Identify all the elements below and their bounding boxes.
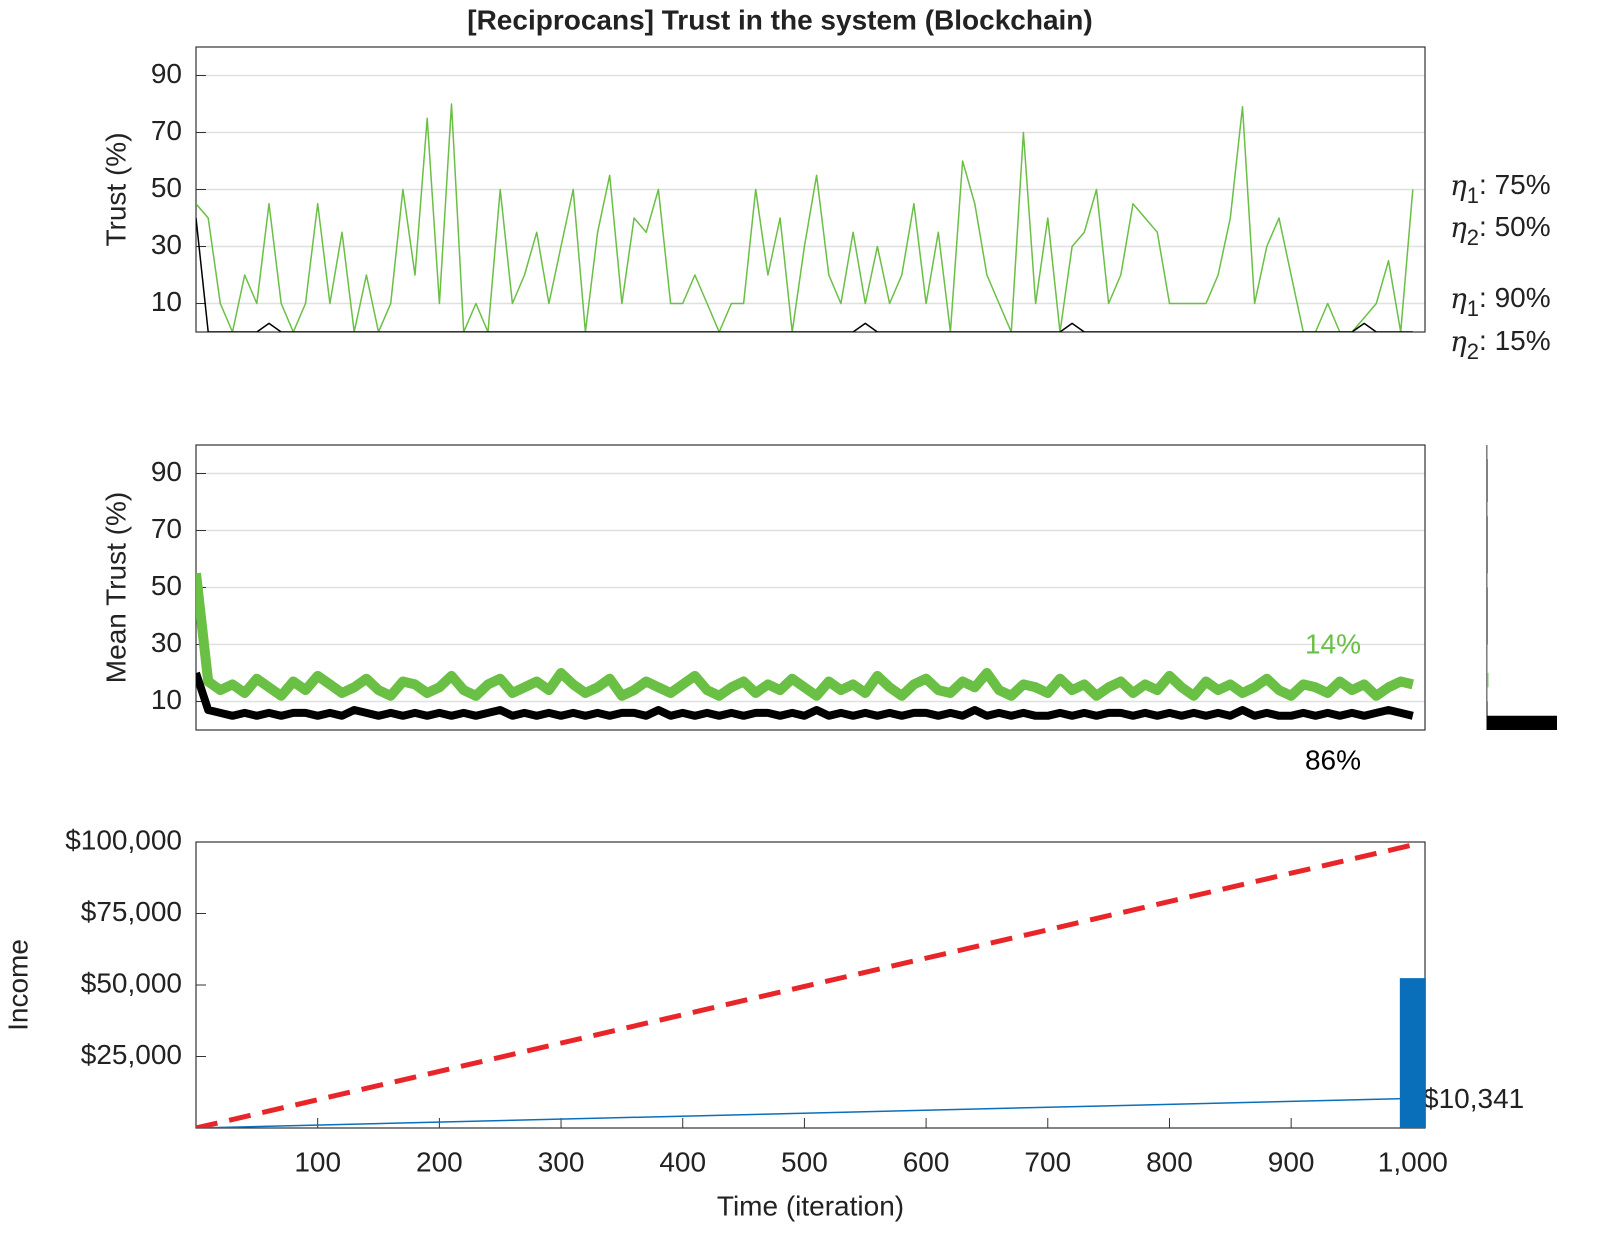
- line-series: [196, 671, 1414, 720]
- x-tick-label: 700: [1024, 1146, 1071, 1177]
- parameter-label: η1: 90%: [1450, 282, 1551, 321]
- parameter-value: : 75%: [1479, 169, 1551, 200]
- y-axis-label: Income: [2, 939, 33, 1031]
- y-tick-label: 10: [151, 286, 182, 317]
- line-series: [196, 103, 1414, 332]
- parameter-subscript: 1: [1467, 183, 1479, 208]
- line-series: [196, 842, 1414, 1128]
- y-tick-label: 50: [151, 570, 182, 601]
- y-tick-label: $75,000: [81, 896, 182, 927]
- parameter-subscript: 2: [1467, 339, 1479, 364]
- x-tick-label: 400: [659, 1146, 706, 1177]
- share-label: 14%: [1305, 628, 1361, 659]
- parameter-label: η2: 50%: [1450, 211, 1551, 250]
- histogram-bar: [1487, 502, 1488, 517]
- parameter-subscript: 2: [1467, 225, 1479, 250]
- x-axis-label: Time (iteration): [717, 1190, 904, 1221]
- y-tick-label: 70: [151, 513, 182, 544]
- x-tick-label: 500: [781, 1146, 828, 1177]
- histogram-bar: [1487, 644, 1488, 659]
- parameter-symbol: η: [1450, 169, 1467, 202]
- histogram-bar: [1487, 715, 1557, 730]
- histogram-bar: [1487, 445, 1488, 460]
- line-series: [196, 572, 1414, 701]
- histogram-bar: [1487, 673, 1489, 688]
- x-tick-label: 200: [416, 1146, 463, 1177]
- x-tick-label: 300: [538, 1146, 585, 1177]
- y-axis-label: Trust (%): [100, 132, 131, 246]
- parameter-value: : 50%: [1479, 211, 1551, 242]
- y-tick-label: 30: [151, 229, 182, 260]
- histogram-bar: [1487, 687, 1488, 702]
- value-label: $10,341: [1423, 1083, 1524, 1114]
- y-tick-label: $50,000: [81, 967, 182, 998]
- share-label: 86%: [1305, 744, 1361, 775]
- histogram-bar: [1487, 573, 1488, 588]
- parameter-symbol: η: [1450, 282, 1467, 315]
- parameter-symbol: η: [1450, 325, 1467, 358]
- histogram-bar: [1487, 658, 1488, 673]
- y-tick-label: 30: [151, 627, 182, 658]
- x-tick-label: 800: [1146, 1146, 1193, 1177]
- x-tick-label: 1,000: [1378, 1146, 1448, 1177]
- line-series: [196, 217, 1413, 332]
- chart-title: [Reciprocans] Trust in the system (Block…: [467, 4, 1093, 35]
- parameter-label: η1: 75%: [1450, 169, 1551, 208]
- x-tick-label: 900: [1268, 1146, 1315, 1177]
- parameter-label: η2: 15%: [1450, 325, 1551, 364]
- y-tick-label: 10: [151, 684, 182, 715]
- parameter-value: : 90%: [1479, 282, 1551, 313]
- x-tick-label: 100: [294, 1146, 341, 1177]
- y-tick-label: 90: [151, 456, 182, 487]
- y-tick-label: $25,000: [81, 1039, 182, 1070]
- x-tick-label: 600: [903, 1146, 950, 1177]
- line-series: [196, 1097, 1413, 1128]
- y-axis-label: Mean Trust (%): [100, 492, 131, 683]
- y-tick-label: 70: [151, 115, 182, 146]
- y-tick-label: 50: [151, 172, 182, 203]
- y-tick-label: 90: [151, 58, 182, 89]
- parameter-value: : 15%: [1479, 325, 1551, 356]
- y-tick-label: $100,000: [65, 824, 182, 855]
- parameter-subscript: 1: [1467, 296, 1479, 321]
- bar: [1399, 978, 1426, 1128]
- parameter-symbol: η: [1450, 211, 1467, 244]
